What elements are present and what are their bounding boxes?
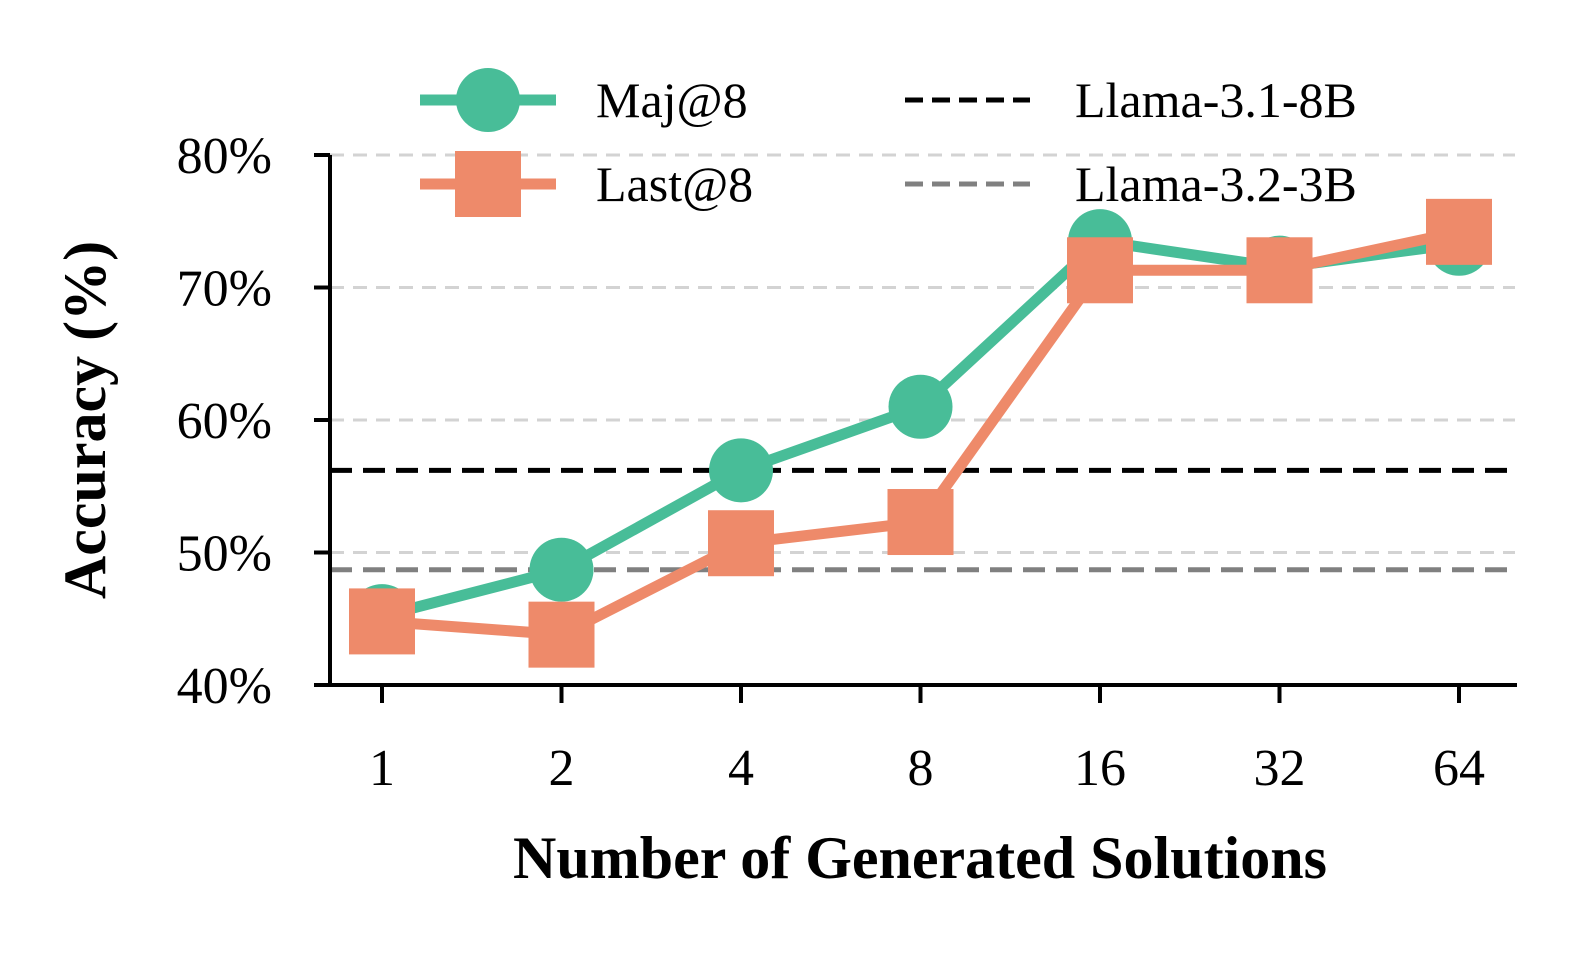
x-ticks: 1 2 4 8 16 32 64 bbox=[369, 685, 1485, 797]
legend-label-maj8: Maj@8 bbox=[596, 72, 748, 128]
series bbox=[349, 198, 1492, 668]
x-tick-label: 32 bbox=[1254, 740, 1306, 797]
x-tick-label: 2 bbox=[549, 740, 575, 797]
legend-item-llama-3-2-3b: Llama-3.2-3B bbox=[905, 156, 1357, 212]
legend: Maj@8 Last@8 Llama-3.1-8B Llama-3.2-3B bbox=[420, 68, 1357, 217]
data-point-last8 bbox=[1246, 237, 1313, 304]
legend-label-llama-3-2-3b: Llama-3.2-3B bbox=[1075, 156, 1357, 212]
x-tick-label: 4 bbox=[728, 740, 754, 797]
y-tick-label: 50% bbox=[177, 526, 272, 583]
y-tick-label: 70% bbox=[177, 261, 272, 318]
x-tick-label: 1 bbox=[369, 740, 395, 797]
legend-swatch-maj8-marker bbox=[456, 68, 520, 132]
data-point-last8 bbox=[528, 601, 595, 668]
legend-item-last8: Last@8 bbox=[420, 151, 753, 217]
legend-item-maj8: Maj@8 bbox=[420, 68, 748, 132]
data-point-last8 bbox=[708, 510, 774, 577]
x-tick-label: 64 bbox=[1433, 740, 1485, 797]
legend-item-llama-3-1-8b: Llama-3.1-8B bbox=[905, 72, 1357, 128]
y-tick-label: 80% bbox=[177, 128, 272, 185]
y-ticks: 40% 50% 60% 70% 80% bbox=[177, 128, 330, 715]
legend-label-last8: Last@8 bbox=[596, 156, 753, 212]
y-tick-label: 60% bbox=[177, 393, 272, 450]
x-axis-title: Number of Generated Solutions bbox=[513, 825, 1327, 891]
data-point-last8 bbox=[349, 588, 415, 655]
data-point-last8 bbox=[1426, 198, 1492, 265]
data-point-maj8 bbox=[709, 438, 773, 503]
y-axis-title: Accuracy (%) bbox=[52, 241, 118, 599]
data-point-maj8 bbox=[888, 374, 953, 439]
x-tick-label: 8 bbox=[908, 740, 934, 797]
data-point-last8 bbox=[887, 489, 954, 556]
legend-label-llama-3-1-8b: Llama-3.1-8B bbox=[1075, 72, 1357, 128]
grid-lines bbox=[330, 153, 1515, 554]
x-tick-label: 16 bbox=[1074, 740, 1126, 797]
y-tick-label: 40% bbox=[177, 658, 272, 715]
data-point-maj8 bbox=[529, 537, 594, 602]
legend-swatch-last8-marker bbox=[455, 151, 521, 217]
data-point-last8 bbox=[1067, 237, 1133, 304]
